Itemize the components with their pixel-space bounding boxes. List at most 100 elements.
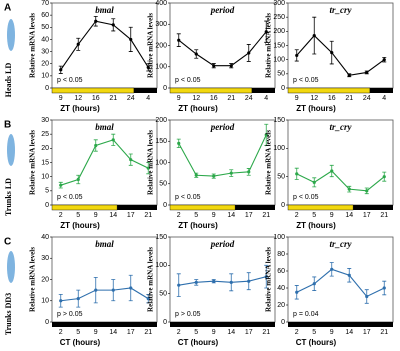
y-axis-label: Relative mRNA levels: [147, 130, 155, 195]
x-tick-label: 24: [363, 95, 371, 102]
dark-bar: [133, 88, 157, 93]
data-line: [178, 31, 267, 67]
data-point: [264, 30, 268, 34]
light-bar: [51, 204, 118, 211]
data-point: [347, 73, 351, 77]
annotation: p < 0.05: [57, 77, 83, 84]
x-tick-label: 4: [264, 95, 268, 102]
x-tick-label: 12: [310, 95, 318, 102]
x-tick-label: 14: [345, 212, 353, 219]
y-tick-label: 150: [155, 138, 167, 145]
x-tick-label: 9: [94, 329, 98, 336]
x-tick-label: 5: [312, 212, 316, 219]
data-line: [296, 170, 385, 192]
y-axis-label: Relative mRNA levels: [29, 247, 37, 312]
data-point: [295, 290, 299, 294]
y-tick-label: 200: [155, 42, 167, 49]
data-point: [59, 183, 63, 187]
y-tick-label: 0: [163, 319, 167, 326]
chart-title: bmal: [95, 239, 114, 249]
x-tick-label: 21: [262, 329, 270, 336]
y-tick-label: 20: [41, 61, 49, 68]
x-axis-label: ZT (hours): [60, 104, 100, 113]
y-tick-label: 20: [41, 276, 49, 283]
x-tick-label: 2: [295, 212, 299, 219]
x-tick-label: 14: [109, 212, 117, 219]
y-tick-label: 100: [155, 159, 167, 166]
y-tick-label: 30: [41, 117, 49, 124]
y-tick-label: 0: [281, 202, 285, 209]
x-tick-label: 9: [94, 212, 98, 219]
data-point: [264, 275, 268, 279]
x-tick-label: 5: [312, 329, 316, 336]
x-tick-label: 5: [194, 329, 198, 336]
y-tick-label: 10: [41, 73, 49, 80]
plot-frame: [169, 119, 276, 206]
annotation: p = 0.04: [293, 311, 319, 318]
plot-frame: [51, 236, 158, 323]
y-tick-label: 80: [277, 251, 285, 258]
data-line: [178, 134, 267, 177]
x-tick-label: 17: [363, 329, 371, 336]
row-label: Heads LD: [4, 63, 13, 98]
x-tick-label: 21: [109, 95, 117, 102]
data-point: [382, 58, 386, 62]
annotation: p < 0.05: [293, 77, 319, 84]
data-point: [212, 174, 216, 178]
data-point: [59, 299, 63, 303]
data-point: [312, 33, 316, 38]
y-tick-label: 50: [159, 291, 167, 298]
x-tick-label: 17: [127, 329, 135, 336]
y-tick-label: 0: [163, 202, 167, 209]
plot-frame: [287, 2, 394, 89]
x-tick-label: 5: [76, 329, 80, 336]
y-tick-label: 150: [273, 117, 285, 124]
data-point: [247, 170, 251, 174]
data-point: [129, 158, 133, 162]
x-tick-label: 4: [146, 95, 150, 102]
dark-bar: [52, 322, 157, 327]
data-point: [177, 283, 181, 287]
x-tick-label: 9: [330, 329, 334, 336]
x-tick-label: 14: [227, 212, 235, 219]
chart-title: period: [210, 239, 235, 249]
y-tick-label: 50: [277, 71, 285, 78]
y-tick-label: 0: [45, 319, 49, 326]
light-bar: [287, 87, 371, 94]
annotation: p < 0.05: [57, 194, 83, 201]
row-label: Trunks DD3: [4, 293, 13, 335]
panel-letter: B: [4, 120, 11, 131]
data-point: [76, 297, 80, 301]
data-point: [295, 53, 299, 58]
y-tick-label: 200: [155, 117, 167, 124]
x-tick-label: 9: [295, 95, 299, 102]
x-tick-label: 2: [59, 329, 63, 336]
annotation: p > 0.05: [175, 311, 201, 318]
x-tick-label: 2: [59, 212, 63, 219]
data-point: [347, 187, 351, 191]
x-tick-label: 21: [144, 212, 152, 219]
data-line: [60, 287, 149, 302]
y-tick-label: 100: [273, 57, 285, 64]
light-bar: [287, 204, 354, 211]
x-tick-label: 2: [295, 329, 299, 336]
x-tick-label: 21: [227, 95, 235, 102]
x-tick-label: 16: [328, 95, 336, 102]
x-axis-label: CT (hours): [178, 338, 219, 347]
annotation: p < 0.05: [293, 194, 319, 201]
data-line: [296, 268, 385, 298]
y-tick-label: 100: [273, 145, 285, 152]
plot-frame: [169, 236, 276, 323]
data-point: [365, 70, 369, 75]
shrimp-icon: [7, 19, 15, 283]
chart-title: bmal: [95, 122, 114, 132]
y-tick-label: 250: [273, 14, 285, 21]
data-point: [330, 267, 334, 271]
x-tick-label: 12: [74, 95, 82, 102]
y-tick-label: 60: [277, 268, 285, 275]
y-tick-label: 20: [41, 145, 49, 152]
y-axis-label: Relative mRNA levels: [265, 13, 273, 78]
x-tick-label: 9: [212, 329, 216, 336]
x-tick-label: 21: [380, 212, 388, 219]
y-tick-label: 5: [45, 188, 49, 195]
